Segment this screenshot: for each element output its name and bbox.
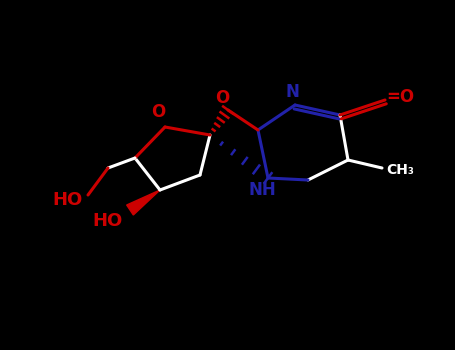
Text: CH₃: CH₃ <box>386 163 414 177</box>
Text: NH: NH <box>248 181 276 199</box>
Text: N: N <box>285 83 299 101</box>
Text: O: O <box>215 89 229 107</box>
Text: HO: HO <box>93 212 123 230</box>
Text: O: O <box>151 103 165 121</box>
Text: HO: HO <box>53 191 83 209</box>
Polygon shape <box>126 190 160 215</box>
Text: =O: =O <box>386 88 414 106</box>
